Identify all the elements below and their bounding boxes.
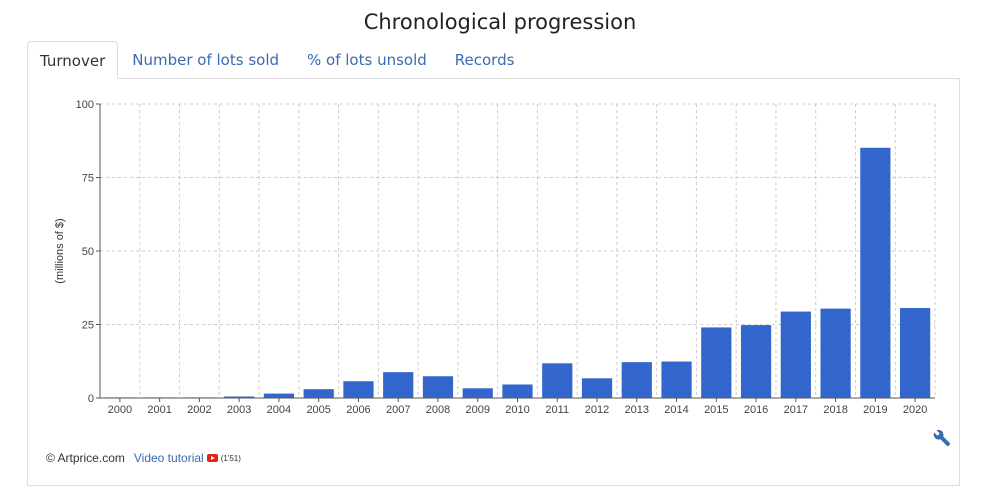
chart-labels: 0 25 50 75 100 2000 2001 2002 2003 2004 2005 2006 20…: [54, 99, 927, 416]
tab-percent-lots-unsold[interactable]: % of lots unsold: [307, 51, 427, 69]
x-tick-label: 2008: [426, 404, 450, 416]
bar-2005: [303, 389, 334, 398]
chart-bars: [104, 147, 931, 398]
tab-number-of-lots-sold[interactable]: Number of lots sold: [132, 51, 280, 69]
x-tick-label: 2018: [823, 404, 847, 416]
y-axis-label: (millions of $): [54, 218, 66, 283]
page-title: Chronological progression: [363, 10, 637, 34]
bar-2003: [224, 396, 255, 398]
x-tick-label: 2019: [863, 404, 887, 416]
x-tick-label: 2001: [147, 404, 171, 416]
x-tick-label: 2010: [505, 404, 529, 416]
x-tick-label: 2013: [625, 404, 649, 416]
bar-2013: [621, 362, 652, 398]
x-tick-label: 2020: [903, 404, 927, 416]
x-tick-label: 2012: [585, 404, 609, 416]
video-tutorial-link[interactable]: Video tutorial: [133, 451, 204, 465]
bar-2017: [780, 311, 811, 398]
x-tick-label: 2014: [664, 404, 688, 416]
wrench-icon[interactable]: [933, 429, 951, 447]
y-tick-label: 0: [88, 393, 94, 405]
x-tick-label: 2000: [108, 404, 132, 416]
x-tick-label: 2003: [227, 404, 251, 416]
bar-2010: [502, 384, 533, 398]
chart-axes: [96, 103, 935, 402]
bar-2004: [263, 393, 295, 398]
bar-2008: [422, 376, 454, 398]
bar-2019: [860, 147, 891, 398]
youtube-icon[interactable]: [206, 454, 218, 462]
y-tick-label: 75: [82, 173, 94, 185]
x-tick-label: 2004: [267, 404, 291, 416]
chart-grid: [100, 103, 936, 398]
x-tick-label: 2015: [704, 404, 728, 416]
bar-2014: [661, 361, 692, 398]
tab-bar: Turnover Number of lots sold % of lots u…: [27, 41, 528, 79]
y-tick-label: 50: [82, 246, 94, 258]
footer: © Artprice.com Video tutorial (1'51): [46, 451, 241, 465]
x-tick-label: 2017: [784, 404, 808, 416]
x-tick-label: 2005: [306, 404, 330, 416]
copyright-text: © Artprice.com: [46, 451, 125, 465]
bar-2009: [462, 388, 493, 398]
video-duration: (1'51): [220, 453, 241, 463]
bar-2016: [740, 325, 772, 398]
y-tick-label: 25: [82, 320, 94, 332]
y-tick-label: 100: [76, 99, 94, 111]
x-tick-label: 2009: [465, 404, 489, 416]
x-tick-label: 2002: [187, 404, 211, 416]
x-tick-label: 2007: [386, 404, 410, 416]
bar-2012: [581, 378, 613, 398]
x-tick-label: 2016: [744, 404, 768, 416]
bar-2018: [820, 308, 851, 398]
bar-2006: [343, 381, 374, 398]
bar-2011: [542, 363, 573, 398]
bar-2015: [701, 327, 732, 398]
bar-2007: [383, 372, 414, 398]
x-tick-label: 2011: [545, 404, 569, 416]
bar-2020: [900, 308, 931, 398]
tab-records[interactable]: Records: [454, 51, 515, 69]
chart-panel: [27, 78, 960, 486]
tab-turnover[interactable]: Turnover: [27, 41, 119, 79]
x-tick-label: 2006: [346, 404, 370, 416]
